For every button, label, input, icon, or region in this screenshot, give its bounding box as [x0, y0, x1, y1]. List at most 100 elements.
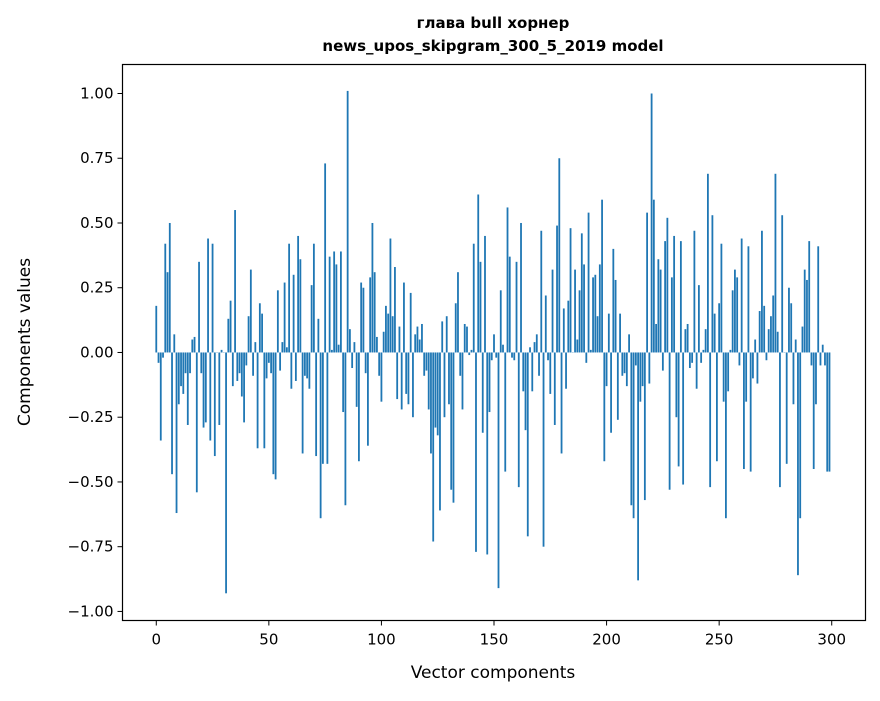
bar-204: [615, 280, 617, 353]
bar-16: [191, 340, 193, 353]
bars-group: [155, 91, 830, 593]
bar-126: [439, 352, 441, 510]
bar-292: [813, 352, 815, 469]
x-tick-label: 150: [480, 631, 509, 649]
bar-14: [187, 352, 189, 425]
bar-101: [383, 332, 385, 353]
bar-111: [405, 352, 407, 393]
bar-82: [340, 251, 342, 352]
bar-155: [504, 352, 506, 471]
bar-9: [176, 352, 178, 513]
bar-236: [687, 324, 689, 352]
bar-262: [745, 352, 747, 401]
bar-20: [200, 352, 202, 373]
bar-12: [182, 352, 184, 393]
bar-57: [284, 283, 286, 353]
bar-285: [797, 352, 799, 575]
bar-62: [295, 352, 297, 380]
bar-161: [518, 352, 520, 487]
bar-138: [466, 327, 468, 353]
bar-190: [583, 264, 585, 352]
bar-91: [360, 283, 362, 353]
bar-158: [511, 352, 513, 357]
bar-227: [666, 218, 668, 353]
bar-72: [317, 319, 319, 353]
bar-17: [194, 337, 196, 353]
bar-201: [608, 314, 610, 353]
y-tick-label: −0.50: [68, 473, 114, 491]
bar-61: [293, 275, 295, 353]
bar-295: [820, 352, 822, 365]
bar-192: [588, 213, 590, 353]
bar-83: [342, 352, 344, 412]
bar-293: [815, 352, 817, 404]
bar-105: [392, 316, 394, 352]
bar-15: [189, 352, 191, 373]
bar-172: [543, 352, 545, 546]
bar-70: [313, 244, 315, 353]
bar-8: [173, 334, 175, 352]
bar-265: [752, 352, 754, 378]
bar-223: [657, 259, 659, 352]
bar-243: [702, 350, 704, 353]
bar-80: [335, 264, 337, 352]
bar-26: [214, 352, 216, 456]
bar-124: [435, 352, 437, 427]
bar-18: [196, 352, 198, 492]
bar-299: [829, 352, 831, 471]
y-tick-label: −1.00: [68, 602, 114, 620]
bar-255: [730, 350, 732, 353]
bar-106: [394, 267, 396, 352]
bar-287: [802, 327, 804, 353]
bar-137: [464, 324, 466, 352]
bar-160: [516, 262, 518, 353]
bar-221: [653, 200, 655, 353]
bar-213: [635, 352, 637, 365]
bar-87: [351, 352, 353, 368]
bar-250: [718, 303, 720, 352]
bar-92: [363, 288, 365, 353]
bar-108: [399, 327, 401, 353]
bar-53: [275, 352, 277, 479]
bar-96: [372, 223, 374, 352]
bar-254: [727, 352, 729, 391]
bar-228: [669, 352, 671, 489]
bar-282: [790, 303, 792, 352]
bar-195: [594, 275, 596, 353]
bar-148: [489, 352, 491, 412]
bar-286: [799, 352, 801, 518]
bar-244: [705, 329, 707, 352]
bar-232: [678, 352, 680, 466]
bar-247: [711, 215, 713, 352]
bar-112: [408, 352, 410, 404]
bar-68: [308, 352, 310, 388]
bar-283: [793, 352, 795, 404]
bar-48: [263, 352, 265, 448]
bar-166: [529, 347, 531, 352]
y-tick-label: 0.75: [80, 149, 113, 167]
bar-246: [709, 352, 711, 487]
bar-76: [326, 352, 328, 463]
x-tick-label: 200: [592, 631, 621, 649]
bar-128: [444, 352, 446, 417]
bar-269: [761, 231, 763, 353]
bar-6: [169, 223, 171, 352]
bar-136: [462, 352, 464, 409]
bar-131: [450, 352, 452, 489]
bar-42: [250, 270, 252, 353]
bar-191: [585, 352, 587, 362]
x-tick-label: 300: [817, 631, 846, 649]
bar-121: [428, 352, 430, 409]
bar-278: [781, 215, 783, 352]
bar-194: [592, 277, 594, 352]
bar-178: [556, 226, 558, 353]
bar-226: [664, 241, 666, 352]
bar-149: [491, 352, 493, 360]
bar-210: [628, 334, 630, 352]
bar-34: [232, 352, 234, 386]
bar-85: [347, 91, 349, 353]
bar-241: [698, 285, 700, 352]
x-tick-label: 0: [151, 631, 161, 649]
bar-154: [502, 345, 504, 353]
